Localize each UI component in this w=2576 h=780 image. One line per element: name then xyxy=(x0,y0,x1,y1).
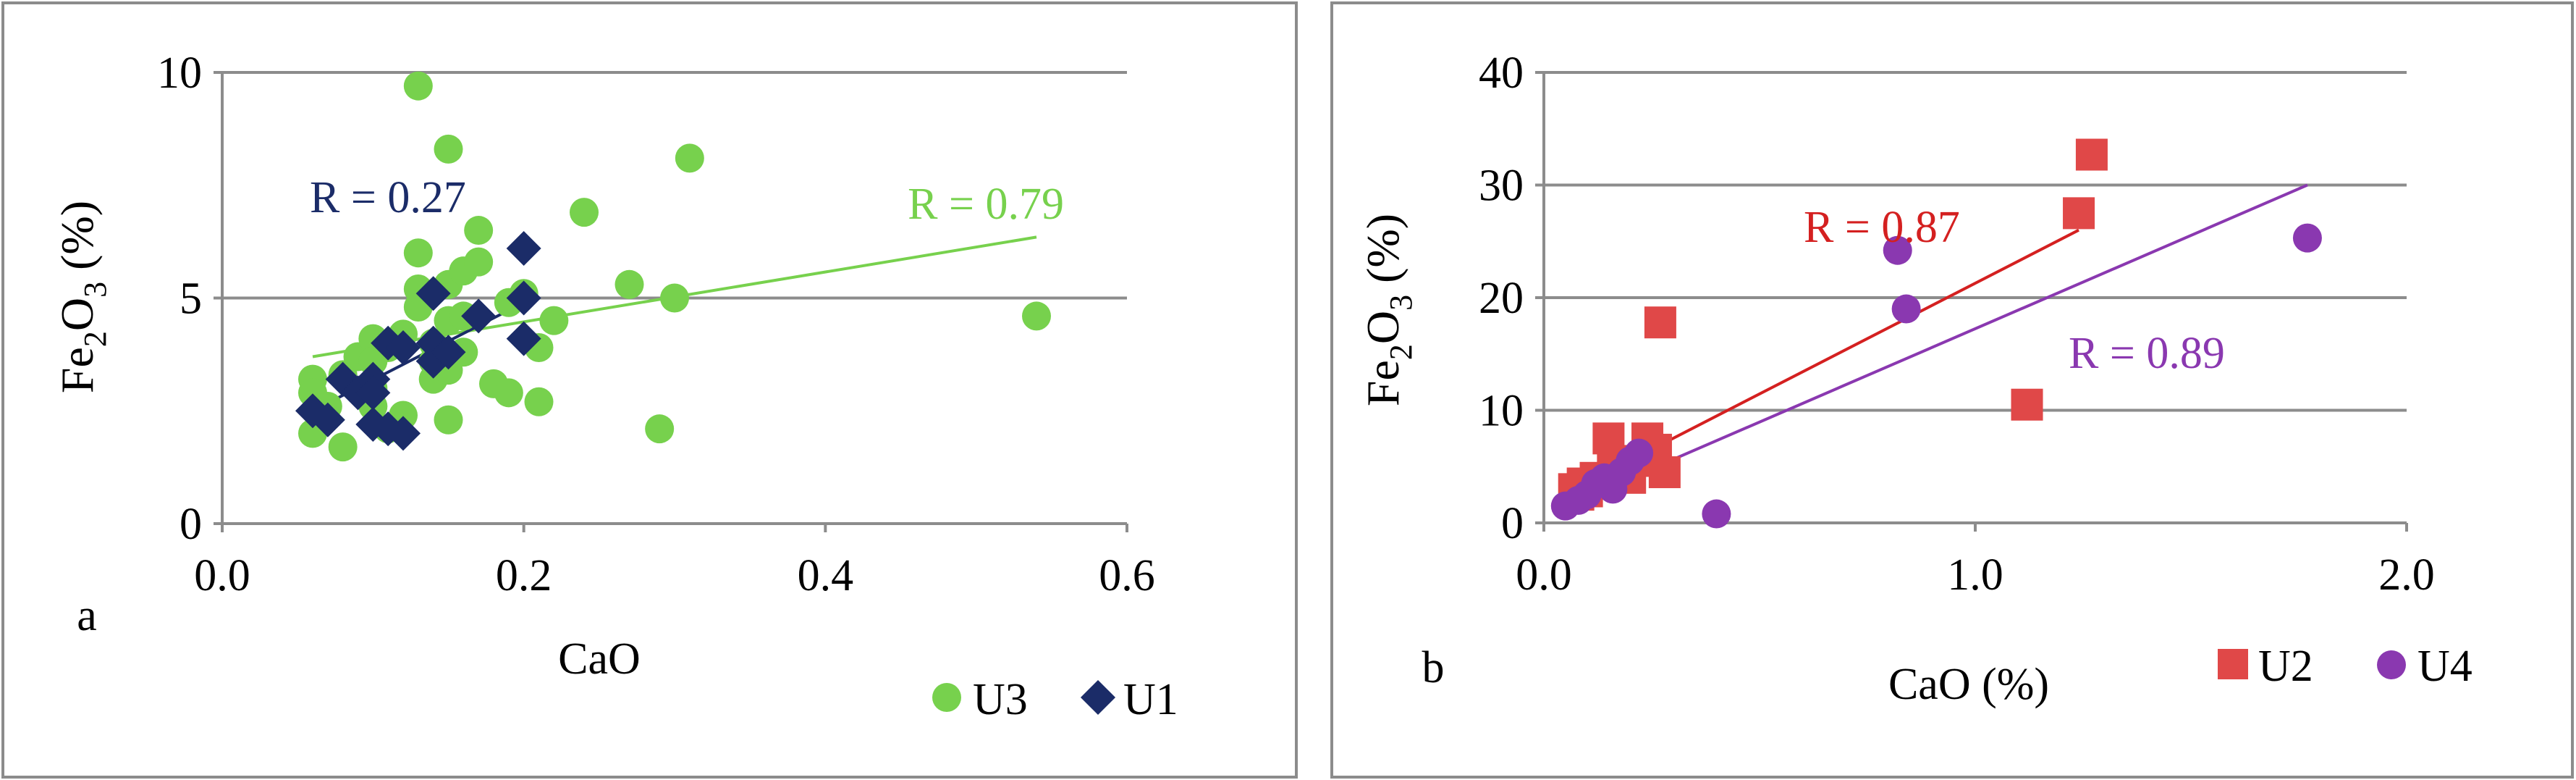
panel-b-frame xyxy=(1330,1,2574,779)
trendline-u4 xyxy=(1565,183,2308,508)
data-point-u1 xyxy=(310,402,345,437)
x-axis-label: CaO (%) xyxy=(1888,660,2049,709)
y-tick-labels: 0 5 10 xyxy=(157,49,202,549)
u2-correlation-label: R = 0.87 xyxy=(1804,203,1960,252)
y-axis-label: Fe2O3 (%) xyxy=(51,201,113,393)
data-point-u1 xyxy=(506,321,541,356)
data-point-u2 xyxy=(2011,388,2043,421)
data-point-u3 xyxy=(464,247,494,277)
data-point-u1 xyxy=(506,230,541,266)
x-tick-label: 0.0 xyxy=(194,551,250,600)
data-point-u3 xyxy=(464,216,494,246)
panel-label: b xyxy=(1422,643,1445,692)
legend-marker-u4 xyxy=(2377,650,2406,679)
x-tick-label: 0.0 xyxy=(1516,550,1572,600)
data-point-u1 xyxy=(431,335,466,370)
y-tick-labels: 0 10 20 30 40 xyxy=(1479,49,1524,548)
y-tick-label: 20 xyxy=(1479,274,1524,323)
data-point-u1 xyxy=(386,416,421,451)
y-tick-label: 10 xyxy=(1479,387,1524,436)
legend-label-u1: U1 xyxy=(1123,675,1178,724)
data-point-u4 xyxy=(1702,499,1731,529)
data-points xyxy=(1550,138,2322,529)
data-point-u3 xyxy=(434,405,463,435)
data-point-u2 xyxy=(2075,138,2108,171)
x-tick-labels: 0.0 1.0 2.0 xyxy=(1516,550,2435,600)
data-point-u1 xyxy=(461,298,497,334)
legend-label-u4: U4 xyxy=(2417,642,2472,691)
y-tick-label: 10 xyxy=(157,49,202,98)
data-point-u2 xyxy=(1592,422,1625,455)
axes xyxy=(214,71,1128,532)
y-axis-label: Fe2O3 (%) xyxy=(1357,214,1419,406)
x-tick-label: 0.6 xyxy=(1099,551,1155,600)
u1-correlation-label: R = 0.27 xyxy=(310,173,466,222)
data-point-u3 xyxy=(328,432,358,462)
y-tick-label: 40 xyxy=(1479,49,1524,98)
data-point-u3 xyxy=(403,238,433,268)
u4-correlation-label: R = 0.89 xyxy=(2069,329,2225,378)
data-point-u1 xyxy=(355,375,391,411)
gridlines xyxy=(1544,71,2407,412)
data-point-u4 xyxy=(1883,235,1912,265)
data-point-u3 xyxy=(645,414,675,444)
axes xyxy=(1535,71,2408,532)
legend-marker-u3 xyxy=(932,683,961,712)
data-point-u3 xyxy=(1022,301,1051,331)
panel-a-frame xyxy=(1,1,1298,779)
y-tick-label: 0 xyxy=(1501,499,1524,548)
x-tick-labels: 0.0 0.2 0.4 0.6 xyxy=(194,551,1155,600)
data-point-u3 xyxy=(675,143,704,173)
data-point-u4 xyxy=(1891,294,1921,324)
y-tick-label: 0 xyxy=(180,500,202,549)
data-point-u3 xyxy=(524,387,554,416)
x-tick-label: 1.0 xyxy=(1947,550,2003,600)
data-point-u1 xyxy=(415,276,451,311)
legend-marker-u2 xyxy=(2218,649,2248,679)
data-point-u3 xyxy=(403,71,433,101)
u3-correlation-label: R = 0.79 xyxy=(908,180,1064,229)
data-point-u2 xyxy=(1644,306,1676,339)
panel-label: a xyxy=(77,591,97,640)
data-point-u1 xyxy=(506,280,541,316)
x-tick-label: 0.2 xyxy=(496,551,552,600)
data-point-u3 xyxy=(660,283,689,313)
legend-label-u3: U3 xyxy=(973,675,1028,724)
data-point-u4 xyxy=(2292,223,2322,253)
chart-panel-a: Fe2O3 (%) a CaO 0 5 10 0.0 0.2 0.4 0.6 R = 0.… xyxy=(1,1,1298,779)
data-point-u4 xyxy=(1624,438,1654,468)
data-point-u3 xyxy=(494,378,523,408)
data-point-u2 xyxy=(2063,197,2095,230)
data-points xyxy=(295,71,1051,462)
y-tick-label: 5 xyxy=(180,274,202,324)
x-tick-label: 0.4 xyxy=(798,551,854,600)
data-point-u3 xyxy=(615,269,644,299)
x-tick-label: 2.0 xyxy=(2378,550,2435,600)
data-point-u3 xyxy=(434,134,463,164)
data-point-u1 xyxy=(386,330,421,366)
x-axis-label: CaO xyxy=(558,634,641,684)
legend: U2 U4 xyxy=(2218,642,2472,691)
legend-label-u2: U2 xyxy=(2258,642,2313,691)
data-point-u3 xyxy=(570,198,599,227)
data-point-u3 xyxy=(539,306,569,335)
data-point-u2 xyxy=(1648,456,1681,489)
y-tick-label: 30 xyxy=(1479,162,1524,211)
